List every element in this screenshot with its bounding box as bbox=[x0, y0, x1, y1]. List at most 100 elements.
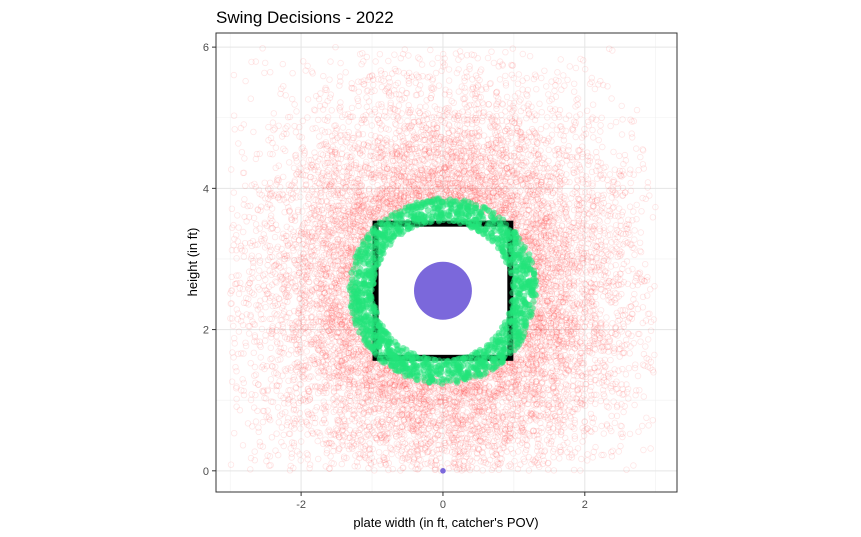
outer-point bbox=[440, 411, 448, 419]
outer-point bbox=[517, 392, 525, 399]
outer-point bbox=[453, 116, 461, 123]
outer-point bbox=[532, 410, 540, 418]
outer-point bbox=[350, 431, 357, 438]
outer-point bbox=[334, 329, 341, 336]
outer-point bbox=[349, 434, 357, 441]
outer-point bbox=[417, 463, 424, 470]
outer-point bbox=[505, 369, 512, 377]
outer-point bbox=[398, 429, 405, 436]
outer-point bbox=[412, 185, 420, 193]
outer-point bbox=[538, 234, 545, 241]
outer-point bbox=[571, 416, 578, 424]
outer-point bbox=[552, 76, 560, 84]
outer-point bbox=[347, 243, 354, 250]
outer-point bbox=[291, 259, 298, 266]
outer-point bbox=[509, 388, 516, 395]
outer-point bbox=[616, 270, 624, 277]
outer-point bbox=[345, 385, 352, 393]
outer-point bbox=[535, 384, 542, 392]
outer-point bbox=[492, 162, 499, 169]
outer-point bbox=[439, 181, 446, 188]
outer-point bbox=[523, 220, 530, 227]
outer-point bbox=[292, 128, 300, 136]
outer-point bbox=[475, 172, 483, 180]
outer-point bbox=[650, 369, 657, 376]
outer-point bbox=[350, 440, 357, 447]
outer-point bbox=[600, 347, 607, 355]
outer-point bbox=[380, 454, 387, 461]
outer-point bbox=[474, 394, 481, 401]
outer-point bbox=[546, 300, 553, 307]
outer-point bbox=[545, 401, 552, 408]
outer-point bbox=[277, 349, 284, 356]
outer-point bbox=[618, 173, 625, 180]
outer-point bbox=[407, 150, 414, 157]
outer-point bbox=[533, 400, 540, 408]
outer-point bbox=[528, 391, 536, 398]
outer-point bbox=[356, 417, 363, 424]
outer-point bbox=[538, 330, 546, 337]
outer-point bbox=[316, 326, 324, 333]
outer-point bbox=[493, 184, 501, 191]
outer-point bbox=[439, 59, 447, 66]
outer-point bbox=[318, 271, 325, 278]
outer-point bbox=[334, 134, 341, 141]
outer-point bbox=[543, 345, 551, 352]
outer-point bbox=[314, 334, 321, 341]
outer-point bbox=[242, 339, 249, 346]
outer-point bbox=[393, 150, 400, 158]
outer-point bbox=[334, 426, 341, 433]
outer-point bbox=[434, 400, 441, 407]
outer-point bbox=[445, 427, 452, 434]
outer-point bbox=[566, 256, 573, 263]
outer-point bbox=[585, 122, 593, 129]
outer-point bbox=[251, 334, 259, 341]
outer-point bbox=[338, 358, 346, 365]
outer-point bbox=[341, 325, 349, 332]
outer-point bbox=[450, 386, 457, 393]
outer-point bbox=[452, 388, 460, 395]
outer-point bbox=[509, 367, 517, 374]
outer-point bbox=[462, 175, 469, 182]
outer-point bbox=[408, 449, 415, 456]
outer-point bbox=[280, 130, 287, 137]
outer-point bbox=[323, 384, 330, 391]
outer-point bbox=[350, 378, 357, 386]
outer-point bbox=[562, 268, 569, 275]
outer-point bbox=[307, 248, 314, 255]
outer-point bbox=[455, 171, 462, 178]
outer-point bbox=[229, 349, 236, 356]
outer-point bbox=[346, 225, 353, 233]
outer-point bbox=[507, 445, 514, 453]
outer-point bbox=[506, 367, 513, 374]
outer-point bbox=[341, 407, 348, 414]
outer-point bbox=[508, 140, 515, 147]
outer-point bbox=[559, 416, 567, 424]
outer-point bbox=[552, 186, 559, 194]
outer-point bbox=[408, 407, 415, 414]
outer-point bbox=[437, 175, 445, 182]
outer-point bbox=[457, 191, 465, 199]
outer-point bbox=[351, 220, 359, 228]
outer-point bbox=[354, 209, 361, 217]
outer-point bbox=[319, 327, 326, 335]
outer-point bbox=[330, 229, 337, 236]
outer-point bbox=[252, 227, 260, 234]
outer-point bbox=[581, 252, 588, 260]
outer-point bbox=[417, 405, 425, 412]
outer-point bbox=[409, 427, 416, 434]
outer-point bbox=[330, 408, 337, 416]
outer-point bbox=[270, 263, 278, 270]
outer-point bbox=[315, 345, 323, 352]
outer-point bbox=[305, 364, 312, 371]
outer-point bbox=[530, 344, 537, 351]
outer-point bbox=[405, 109, 412, 116]
outer-point bbox=[598, 262, 605, 269]
outer-point bbox=[519, 361, 527, 368]
outer-point bbox=[546, 338, 554, 346]
outer-point bbox=[532, 73, 540, 80]
outer-point bbox=[356, 182, 363, 190]
outer-point bbox=[328, 209, 335, 216]
outer-point bbox=[550, 281, 557, 288]
outer-point bbox=[424, 186, 432, 193]
